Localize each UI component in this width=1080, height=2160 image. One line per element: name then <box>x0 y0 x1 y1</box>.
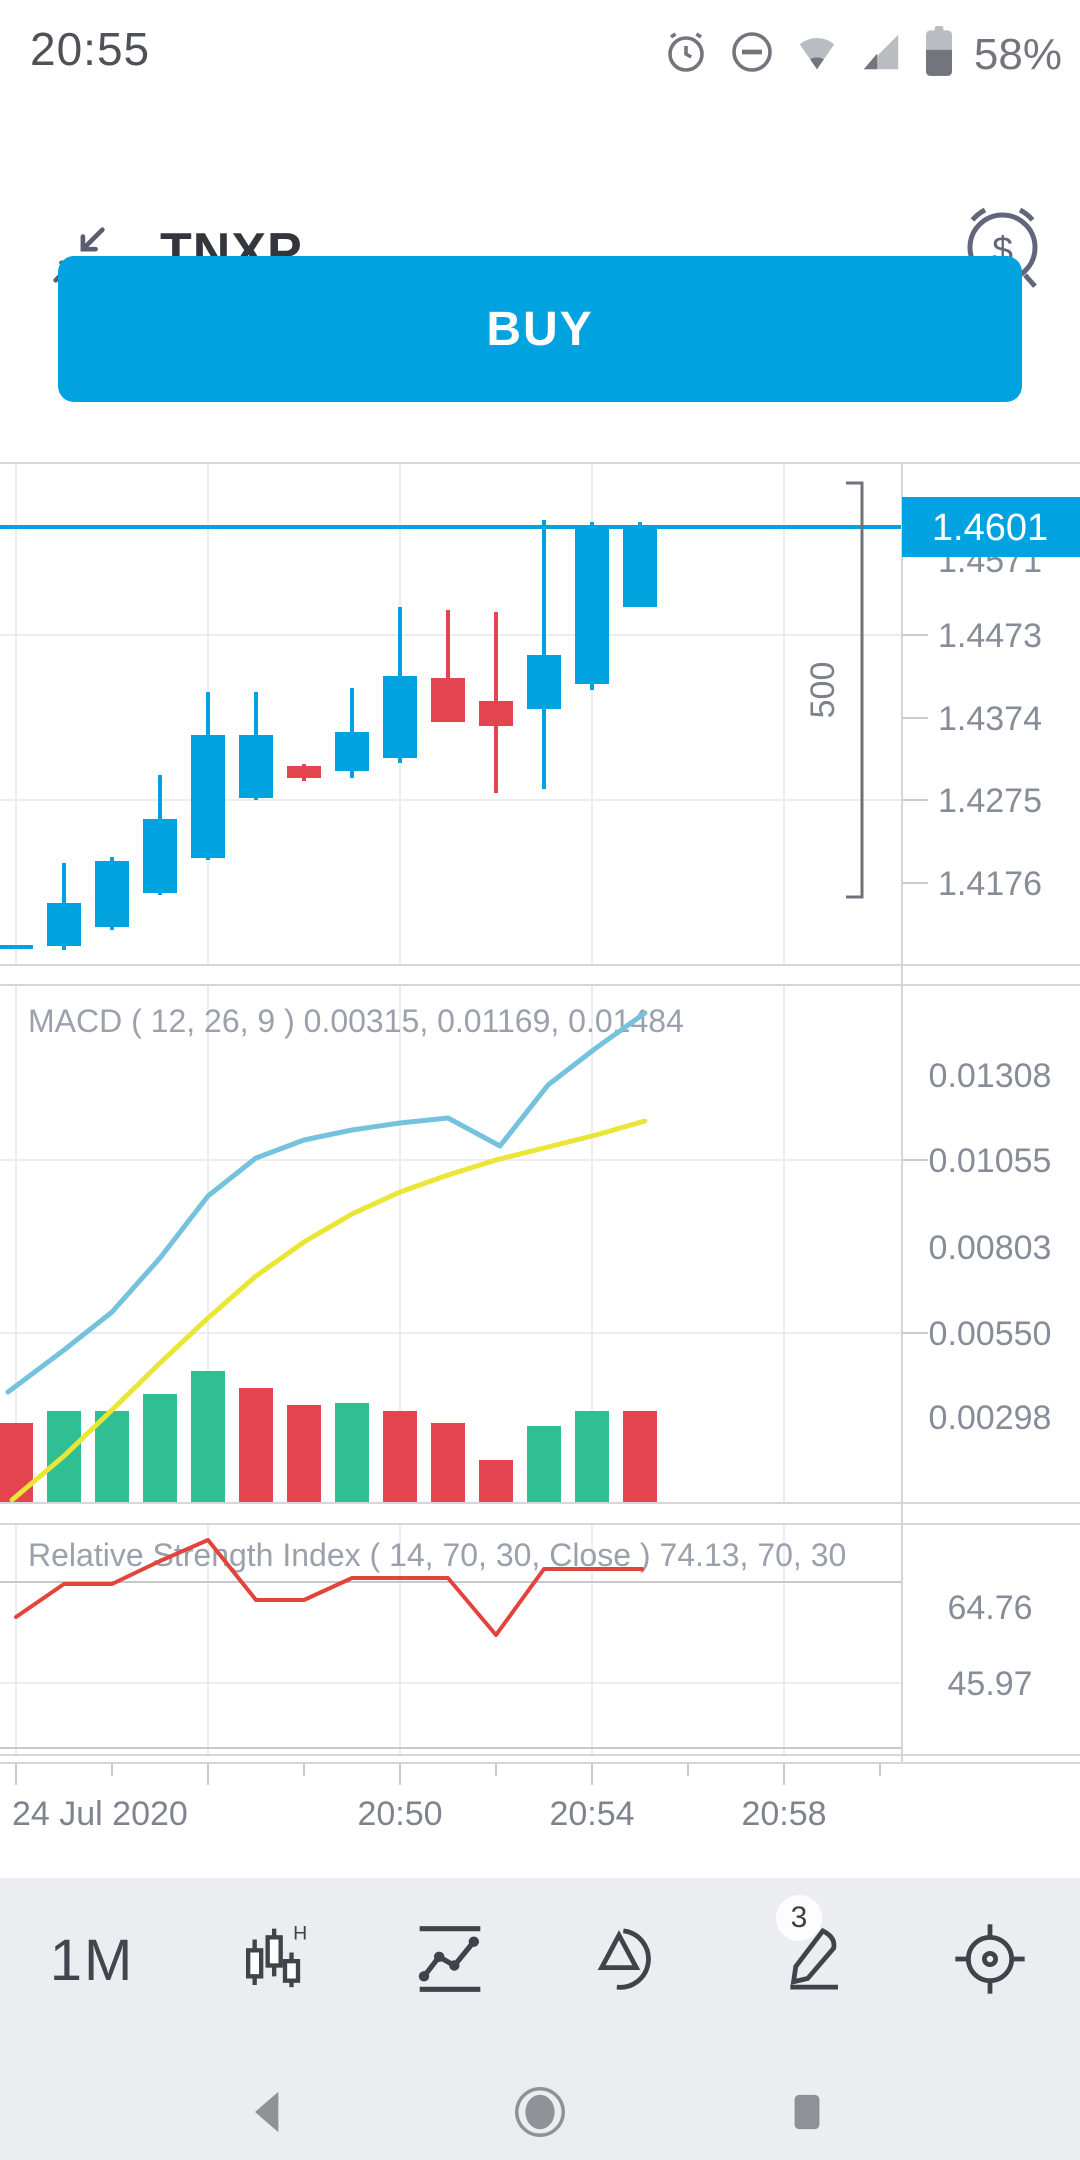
chart-area[interactable]: MACD ( 12, 26, 9 ) 0.00315, 0.01169, 0.0… <box>0 440 1080 1880</box>
indicators-button[interactable] <box>380 1890 520 2030</box>
buy-button[interactable]: BUY <box>58 256 1022 402</box>
indicators-icon <box>411 1920 489 2001</box>
wifi-icon <box>794 29 840 80</box>
status-time: 20:55 <box>30 23 151 75</box>
candle-body <box>287 766 321 778</box>
battery-percent: 58% <box>973 29 1062 79</box>
macd-histogram-bar <box>95 1411 129 1503</box>
macd-histogram-bar <box>623 1411 657 1503</box>
battery-icon <box>922 26 956 83</box>
candle-body <box>239 735 273 798</box>
candle-body <box>575 528 609 684</box>
buy-button-label: BUY <box>486 302 594 356</box>
macd-title: MACD ( 12, 26, 9 ) 0.00315, 0.01169, 0.0… <box>28 1003 684 1039</box>
chart-type-button[interactable]: H <box>202 1890 342 2030</box>
macd-axis-label: 0.00803 <box>929 1229 1052 1267</box>
android-nav-bar <box>0 2063 1080 2160</box>
candle-body <box>623 528 657 607</box>
shapes-icon <box>593 1920 671 2001</box>
x-axis-label: 20:58 <box>741 1795 826 1833</box>
measure-label: 500 <box>804 662 842 719</box>
price-axis-label: 1.4473 <box>938 617 1042 655</box>
nav-recents-icon[interactable] <box>747 2077 867 2147</box>
chart-toolbar: 1M H <box>0 1890 1080 2030</box>
candle-body <box>479 701 513 726</box>
current-price-badge <box>902 497 1080 557</box>
candlestick-icon: H <box>233 1920 311 2001</box>
candle-body <box>527 655 561 709</box>
macd-line <box>5 1010 648 1395</box>
alarm-icon <box>662 28 710 81</box>
candle-body <box>95 861 129 927</box>
x-axis-label: 20:54 <box>549 1795 634 1833</box>
macd-axis-label: 0.00550 <box>929 1315 1052 1353</box>
status-bar: 20:55 <box>0 0 1080 110</box>
rsi-line <box>14 1538 644 1637</box>
candle-body <box>143 819 177 893</box>
macd-histogram-bar <box>431 1423 465 1503</box>
chart-canvas[interactable]: MACD ( 12, 26, 9 ) 0.00315, 0.01169, 0.0… <box>0 440 1080 1880</box>
macd-histogram-bar <box>287 1405 321 1503</box>
cell-signal-icon <box>858 29 904 80</box>
rsi-title: Relative Strength Index ( 14, 70, 30, Cl… <box>28 1537 846 1573</box>
shapes-button[interactable] <box>562 1890 702 2030</box>
macd-histogram-bar <box>575 1411 609 1503</box>
macd-axis-label: 0.00298 <box>929 1399 1052 1437</box>
macd-signal-line <box>9 1118 648 1503</box>
pencil-icon <box>773 1920 851 2001</box>
macd-axis-label: 0.01055 <box>929 1142 1052 1180</box>
bottom-bar: 1M H <box>0 1878 1080 2160</box>
x-axis-label: 20:50 <box>357 1795 442 1833</box>
candle-body <box>191 735 225 858</box>
do-not-disturb-icon <box>728 28 776 81</box>
candle-body <box>335 732 369 771</box>
price-axis-label: 1.4176 <box>938 865 1042 903</box>
macd-histogram-bar <box>527 1426 561 1503</box>
nav-back-icon[interactable] <box>209 2077 329 2147</box>
macd-histogram-bar <box>0 1423 33 1503</box>
drawings-count-badge: 3 <box>776 1895 822 1941</box>
svg-text:H: H <box>293 1922 307 1944</box>
candle-doji <box>0 945 33 949</box>
crosshair-button[interactable] <box>920 1890 1060 2030</box>
measure-bracket <box>846 481 864 899</box>
macd-axis-label: 0.01308 <box>929 1057 1052 1095</box>
current-price-badge-label: 1.4601 <box>932 507 1048 549</box>
drawings-button[interactable] <box>742 1890 882 2030</box>
timeframe-label: 1M <box>49 1927 135 1993</box>
macd-histogram-bar <box>383 1411 417 1503</box>
x-axis-label: 24 Jul 2020 <box>12 1795 188 1833</box>
macd-histogram-bar <box>191 1371 225 1503</box>
candle-body <box>383 676 417 758</box>
header: TNXP $ <box>0 100 1080 299</box>
rsi-axis-label: 45.97 <box>947 1665 1032 1703</box>
macd-histogram-bar <box>143 1394 177 1503</box>
candle-body <box>431 678 465 722</box>
timeframe-button[interactable]: 1M <box>22 1890 162 2030</box>
rsi-axis-label: 64.76 <box>947 1589 1032 1627</box>
macd-histogram-bar <box>335 1403 369 1503</box>
nav-home-icon[interactable] <box>480 2077 600 2147</box>
macd-histogram-bar <box>239 1388 273 1503</box>
candle-body <box>47 903 81 946</box>
macd-histogram-bar <box>479 1460 513 1503</box>
price-axis-label: 1.4374 <box>938 700 1042 738</box>
status-icons: 58% <box>662 26 1062 83</box>
price-axis-label: 1.4275 <box>938 782 1042 820</box>
crosshair-icon <box>951 1920 1029 2001</box>
